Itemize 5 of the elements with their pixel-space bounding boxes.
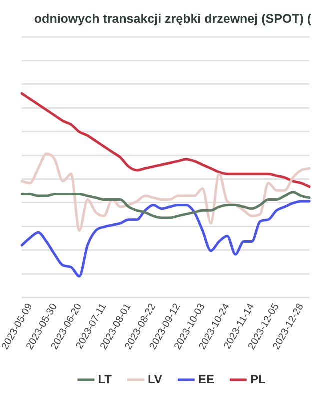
legend-label: LV (148, 372, 162, 386)
legend-label: PL (250, 372, 266, 386)
chart-title: odniowych transakcji zrębki drzewnej (SPOT) ( (34, 12, 312, 26)
legend-label: LT (98, 372, 113, 386)
legend-label: EE (198, 372, 214, 386)
